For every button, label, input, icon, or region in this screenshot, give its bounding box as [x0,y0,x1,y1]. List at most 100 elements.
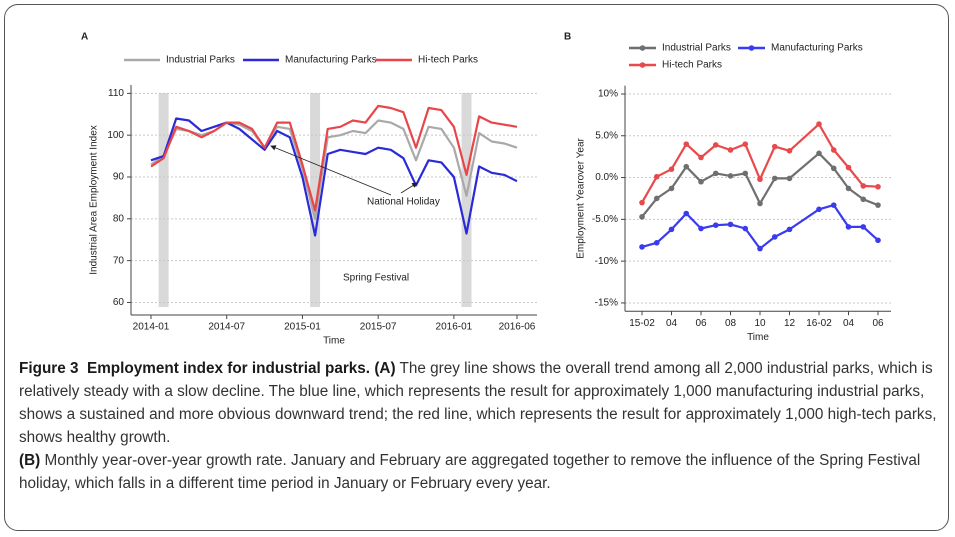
marker [742,225,749,232]
marker [757,245,763,252]
y-tick-label: 5.0% [595,130,618,141]
marker [712,142,719,148]
marker [668,226,675,233]
y-axis-title: Industrial Area Employment Index [89,125,100,275]
marker [727,221,734,228]
x-tick-label: 16-02 [806,318,832,329]
marker [845,224,852,230]
marker [816,206,822,213]
series-line [150,117,518,237]
marker [786,148,793,154]
marker [875,202,881,208]
marker [698,154,704,161]
legend-label: Hi-tech Parks [418,55,478,66]
figure: 60 70 80 90 100 110 2014-01 2014-07 2015-01 2015-… [4,4,949,531]
y-tick-label: 110 [108,88,124,99]
part-label: (B) [19,452,41,469]
legend-marker [748,45,755,51]
marker [771,175,778,182]
legend-label: Hi-tech Parks [662,60,722,71]
y-tick-label: 60 [113,297,125,308]
panel-label: B [564,32,571,43]
marker [845,164,852,171]
panel-label: A [81,32,88,43]
marker [816,150,822,157]
marker [639,199,645,206]
y-tick-label: 0.0% [595,172,618,183]
y-tick-label: 90 [113,172,125,183]
annotation: Spring Festival [343,273,409,284]
charts: 60 70 80 90 100 110 2014-01 2014-07 2015-01 2015-… [81,32,891,347]
x-tick-label: 12 [784,318,796,329]
x-tick-label: 06 [695,318,707,329]
x-tick-label: 2014-01 [133,322,170,333]
x-tick-label: 2016-01 [436,322,473,333]
y-tick-label: 70 [113,255,125,266]
marker [786,175,793,182]
part-text: Monthly year-over-year growth rate. Janu… [19,452,921,492]
x-tick-label: 2015-01 [284,322,321,333]
holiday-band [158,93,169,307]
marker [860,183,867,189]
x-tick-label: 08 [725,318,737,329]
marker [712,170,719,177]
part-label: (A) [374,360,396,377]
x-axis-title: Time [323,336,345,347]
marker [742,170,749,177]
marker [875,237,881,244]
marker [830,165,837,172]
marker [786,226,793,233]
legend-label: Industrial Parks [166,55,235,66]
marker [668,166,675,172]
marker [757,200,763,207]
legend-label: Manufacturing Parks [771,43,863,54]
annotation-arrow [400,182,418,194]
marker [683,141,690,147]
y-tick-label: 100 [107,130,124,141]
marker [742,141,749,147]
x-tick-label: 06 [872,318,884,329]
legend-marker [639,45,646,51]
y-tick-label: -10% [595,256,618,267]
marker [771,143,778,150]
marker [830,147,837,153]
y-axis-title: Employment Yearover Year [576,137,587,258]
caption-title: Employment index for industrial parks. [87,360,371,377]
marker [860,224,867,230]
marker [653,195,660,202]
y-tick-label: -5.0% [592,214,618,225]
annotation-arrow [270,145,392,196]
annotation: National Holiday [367,197,440,208]
marker [653,239,660,246]
marker [860,196,867,203]
x-tick-label: 10 [754,318,766,329]
marker [727,147,734,153]
caption-label: Figure 3 [19,360,79,377]
series-line [150,104,518,212]
x-tick-label: 2016-06 [499,322,536,333]
holiday-band [461,93,472,307]
series-line [641,204,879,250]
marker [830,202,837,208]
marker [771,234,778,240]
marker [683,210,690,217]
marker [683,163,690,170]
caption: Figure 3 Employment index for industrial… [19,357,944,495]
x-tick-label: 04 [666,318,678,329]
marker [816,121,822,127]
legend-marker [639,62,646,68]
part-text: The grey line shows the overall trend am… [19,360,937,446]
series-line [641,152,879,218]
marker [875,183,881,190]
marker [639,244,645,250]
marker [727,173,734,179]
marker [712,222,719,228]
marker [653,173,660,180]
x-tick-label: 04 [843,318,855,329]
marker [698,225,704,232]
x-tick-label: 15-02 [629,318,655,329]
marker [668,185,675,192]
marker [757,176,763,183]
legend-label: Industrial Parks [662,43,731,54]
x-tick-label: 2014-07 [208,322,245,333]
